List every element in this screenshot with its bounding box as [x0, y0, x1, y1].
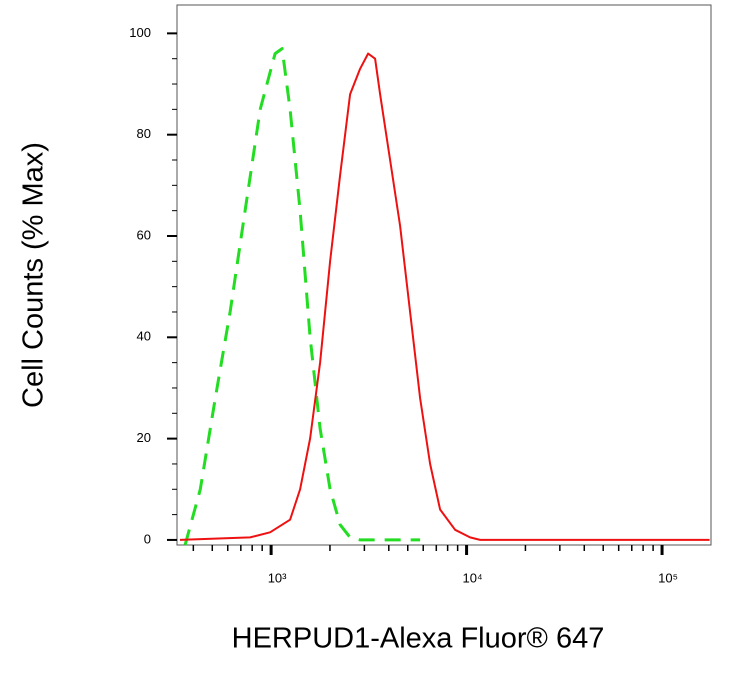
plot-frame: [176, 4, 712, 546]
x-tick-label: 10⁵: [658, 570, 678, 585]
x-tick-label: 10³: [268, 570, 287, 585]
histogram-line: [183, 47, 421, 546]
y-tick-label: 100: [129, 25, 151, 40]
y-tick-label: 0: [144, 531, 151, 546]
y-tick-label: 80: [137, 126, 151, 141]
y-tick-label: 20: [137, 430, 151, 445]
x-axis-title: HERPUD1-Alexa Fluor® 647: [232, 623, 605, 655]
y-tick-label: 40: [137, 329, 151, 344]
histogram-line: [179, 52, 710, 541]
y-tick-label: 60: [137, 227, 151, 242]
x-tick-label: 10⁴: [463, 570, 483, 585]
y-axis-title: Cell Counts (% Max): [18, 142, 50, 408]
